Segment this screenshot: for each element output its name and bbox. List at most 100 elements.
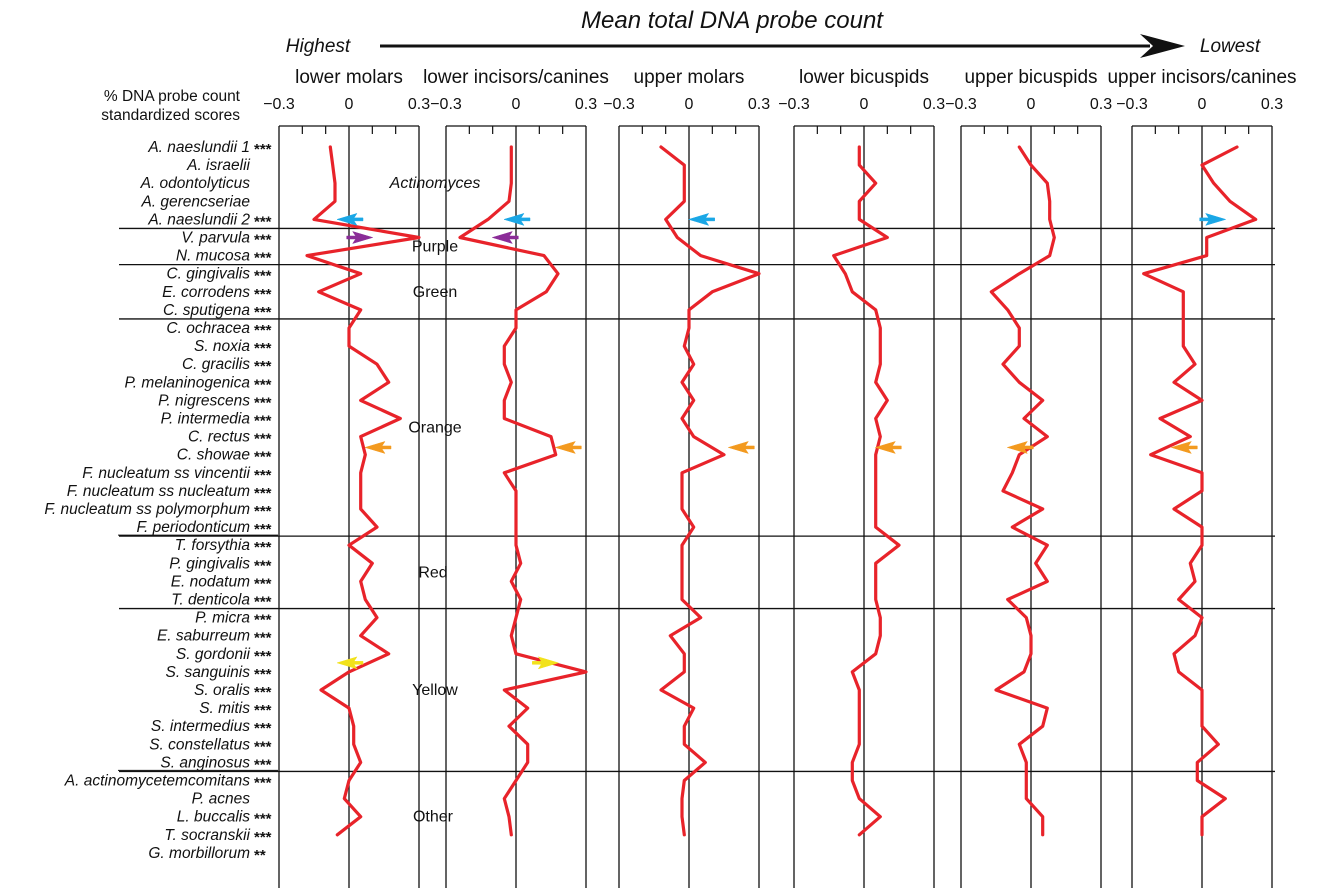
panel-header: upper incisors/canines bbox=[1107, 67, 1296, 88]
species-label: F. periodonticum bbox=[137, 519, 251, 536]
species-label: P. acnes bbox=[192, 791, 251, 808]
marker-arrow bbox=[1170, 441, 1198, 454]
tick-label: 0.3 bbox=[575, 96, 597, 113]
significance-marker: *** bbox=[254, 376, 272, 393]
significance-marker: *** bbox=[254, 413, 272, 430]
significance-marker: *** bbox=[254, 340, 272, 357]
marker-arrow bbox=[1006, 441, 1034, 454]
species-label: N. mucosa bbox=[176, 248, 250, 265]
species-label: F. nucleatum ss vincentii bbox=[82, 465, 250, 482]
marker-arrow bbox=[532, 656, 560, 670]
species-label: G. morbillorum bbox=[148, 845, 250, 862]
marker-arrow bbox=[503, 212, 531, 226]
significance-marker: *** bbox=[254, 503, 272, 520]
marker-arrow bbox=[491, 231, 519, 244]
tick-label: 0 bbox=[512, 96, 521, 113]
series-line bbox=[989, 145, 1056, 837]
significance-marker: *** bbox=[254, 268, 272, 285]
significance-marker: *** bbox=[254, 304, 272, 321]
species-label: C. ochracea bbox=[166, 320, 250, 337]
species-label: P. melaninogenica bbox=[124, 374, 250, 391]
tick-label: −0.3 bbox=[778, 96, 810, 113]
series-line bbox=[659, 145, 761, 837]
significance-marker: *** bbox=[254, 775, 272, 792]
species-label: P. micra bbox=[195, 610, 250, 627]
significance-marker: *** bbox=[254, 720, 272, 737]
significance-marker: *** bbox=[254, 594, 272, 611]
significance-marker: *** bbox=[254, 141, 272, 158]
arrow-right-label: Lowest bbox=[1200, 36, 1261, 57]
tick-label: 0 bbox=[860, 96, 869, 113]
marker-arrow bbox=[1199, 212, 1227, 226]
species-label: V. parvula bbox=[181, 230, 250, 247]
series-line bbox=[305, 145, 421, 837]
significance-marker: *** bbox=[254, 431, 272, 448]
marker-arrow bbox=[336, 212, 364, 226]
series-line bbox=[1142, 145, 1258, 837]
tick-label: 0.3 bbox=[408, 96, 430, 113]
series-line bbox=[832, 145, 901, 837]
y-axis-label-line1: % DNA probe count bbox=[104, 88, 241, 105]
tick-label: 0 bbox=[685, 96, 694, 113]
panel-header: lower bicuspids bbox=[799, 67, 929, 88]
group-label: Other bbox=[413, 809, 454, 826]
significance-marker: *** bbox=[254, 232, 272, 249]
tick-label: −0.3 bbox=[263, 96, 295, 113]
species-label: P. gingivalis bbox=[169, 555, 250, 572]
species-label: S. mitis bbox=[199, 700, 250, 717]
tick-label: 0.3 bbox=[1261, 96, 1283, 113]
significance-marker: *** bbox=[254, 630, 272, 647]
tick-label: −0.3 bbox=[1116, 96, 1148, 113]
significance-marker: *** bbox=[254, 467, 272, 484]
group-label: Purple bbox=[412, 239, 458, 256]
tick-label: 0 bbox=[1198, 96, 1207, 113]
significance-marker: *** bbox=[254, 557, 272, 574]
group-label: Green bbox=[413, 284, 457, 301]
species-label: E. corrodens bbox=[162, 284, 250, 301]
panel-header: upper molars bbox=[634, 67, 745, 88]
significance-marker: *** bbox=[254, 322, 272, 339]
marker-arrow bbox=[336, 656, 364, 670]
species-label: T. socranskii bbox=[164, 827, 250, 844]
significance-marker: *** bbox=[254, 811, 272, 828]
species-label: E. saburreum bbox=[157, 628, 250, 645]
species-label: S. noxia bbox=[194, 338, 250, 355]
significance-marker: *** bbox=[254, 213, 272, 230]
chart-title: Mean total DNA probe count bbox=[581, 7, 884, 34]
group-label: Orange bbox=[408, 420, 461, 437]
significance-marker: *** bbox=[254, 612, 272, 629]
significance-marker: *** bbox=[254, 702, 272, 719]
marker-arrow bbox=[727, 441, 755, 454]
marker-arrow bbox=[346, 231, 374, 244]
significance-marker: *** bbox=[254, 648, 272, 665]
marker-arrow bbox=[364, 441, 392, 454]
species-label: C. showae bbox=[177, 447, 251, 464]
tick-label: −0.3 bbox=[945, 96, 977, 113]
species-label: C. rectus bbox=[188, 429, 250, 446]
species-label: A. naeslundii 2 bbox=[147, 211, 250, 228]
significance-marker: *** bbox=[254, 738, 272, 755]
significance-marker: *** bbox=[254, 449, 272, 466]
species-label: A. gerencseriae bbox=[140, 193, 250, 210]
tick-label: −0.3 bbox=[603, 96, 635, 113]
significance-marker: *** bbox=[254, 575, 272, 592]
species-label: C. gingivalis bbox=[166, 266, 250, 283]
significance-marker: *** bbox=[254, 539, 272, 556]
group-label: Actinomyces bbox=[389, 175, 481, 192]
species-label: S. constellatus bbox=[149, 736, 250, 753]
significance-marker: *** bbox=[254, 756, 272, 773]
significance-marker: *** bbox=[254, 394, 272, 411]
species-label: S. intermedius bbox=[151, 718, 250, 735]
species-label: E. nodatum bbox=[171, 573, 250, 590]
significance-marker: *** bbox=[254, 485, 272, 502]
tick-label: 0.3 bbox=[1090, 96, 1112, 113]
arrow-left-label: Highest bbox=[286, 36, 351, 57]
panel-header: lower molars bbox=[295, 67, 403, 88]
tick-label: 0 bbox=[1027, 96, 1036, 113]
tick-label: 0.3 bbox=[748, 96, 770, 113]
marker-arrow bbox=[687, 212, 715, 226]
species-label: A. naeslundii 1 bbox=[147, 139, 250, 156]
panel-header: upper bicuspids bbox=[964, 67, 1097, 88]
species-label: C. gracilis bbox=[182, 356, 250, 373]
group-label: Red bbox=[418, 564, 447, 581]
